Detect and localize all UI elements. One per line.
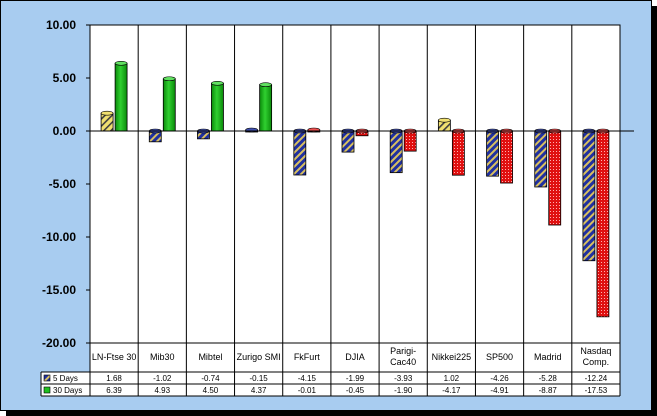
bar-30d xyxy=(548,130,562,226)
bar-5d xyxy=(341,130,355,153)
bar-30d xyxy=(114,62,128,132)
y-tick-label: -20.00 xyxy=(42,336,76,350)
data-value: -1.99 xyxy=(346,374,365,383)
bar-top-cap xyxy=(162,76,176,82)
bar-5d xyxy=(100,112,114,132)
y-tick-label: 5.00 xyxy=(53,71,77,85)
data-value: 1.02 xyxy=(444,374,460,383)
series-name: 30 Days xyxy=(53,386,82,395)
bar-top-cap xyxy=(259,82,272,87)
y-tick-label: 10.00 xyxy=(46,18,76,32)
category-label: Mib30 xyxy=(150,352,175,362)
bar-5d xyxy=(389,130,403,174)
bar-30d xyxy=(162,78,176,132)
data-value: -0.74 xyxy=(201,374,220,383)
category-label: Madrid xyxy=(534,352,562,362)
bar-top-cap xyxy=(211,81,224,86)
category-label: Mibtel xyxy=(198,352,222,362)
data-value: -4.26 xyxy=(490,374,509,383)
bar-top-cap xyxy=(114,60,128,66)
data-value: -17.53 xyxy=(585,386,608,395)
bar-top-cap xyxy=(100,110,114,116)
data-value: -1.02 xyxy=(153,374,172,383)
data-value: -4.91 xyxy=(490,386,509,395)
bar-30d xyxy=(500,130,513,184)
category-label: LN-Ftse 30 xyxy=(92,352,137,362)
category-label: DJIA xyxy=(345,352,365,362)
bar-5d xyxy=(534,130,548,188)
data-value: -1.90 xyxy=(394,386,413,395)
data-value: -0.01 xyxy=(298,386,317,395)
y-tick-label: -10.00 xyxy=(42,230,76,244)
category-label: Nasdaq xyxy=(580,346,611,356)
category-label: Zurigo SMI xyxy=(237,352,281,362)
plot-area xyxy=(89,24,621,344)
category-row-bg xyxy=(90,343,620,372)
frame-shadow-right xyxy=(651,6,657,416)
legend-swatch xyxy=(43,386,51,394)
bar-5d xyxy=(582,130,596,262)
y-tick-label: -5.00 xyxy=(49,177,77,191)
bar-30d xyxy=(259,84,273,132)
category-label: Cac40 xyxy=(390,357,416,367)
data-value: -4.15 xyxy=(298,374,317,383)
bar-30d xyxy=(451,130,465,176)
series-name: 5 Days xyxy=(53,374,78,383)
category-label: Comp. xyxy=(583,357,610,367)
data-value: -0.15 xyxy=(250,374,269,383)
y-tick-label: 0.00 xyxy=(53,124,77,138)
data-value: 4.37 xyxy=(251,386,267,395)
category-label: SP500 xyxy=(486,352,513,362)
data-value: -12.24 xyxy=(585,374,608,383)
data-value: 1.68 xyxy=(106,374,122,383)
data-value: -8.87 xyxy=(539,386,558,395)
data-value: 4.50 xyxy=(203,386,219,395)
data-value: 4.93 xyxy=(154,386,170,395)
data-value: -4.17 xyxy=(442,386,461,395)
data-value: -0.45 xyxy=(346,386,365,395)
data-value: 6.39 xyxy=(106,386,122,395)
bar-5d xyxy=(486,130,499,177)
category-label: Nikkei225 xyxy=(432,352,472,362)
y-tick-label: -15.00 xyxy=(42,283,76,297)
legend-swatch xyxy=(43,374,51,382)
category-label: FkFurt xyxy=(294,352,320,362)
bar-30d xyxy=(596,130,610,318)
category-label: Parigi- xyxy=(390,346,416,356)
bar-30d xyxy=(403,130,417,152)
frame-shadow-bottom xyxy=(6,410,657,416)
data-value: -3.93 xyxy=(394,374,413,383)
bar-30d xyxy=(211,82,224,132)
bar-top-cap xyxy=(438,117,451,123)
data-value: -5.28 xyxy=(539,374,558,383)
bar-5d xyxy=(293,130,307,176)
